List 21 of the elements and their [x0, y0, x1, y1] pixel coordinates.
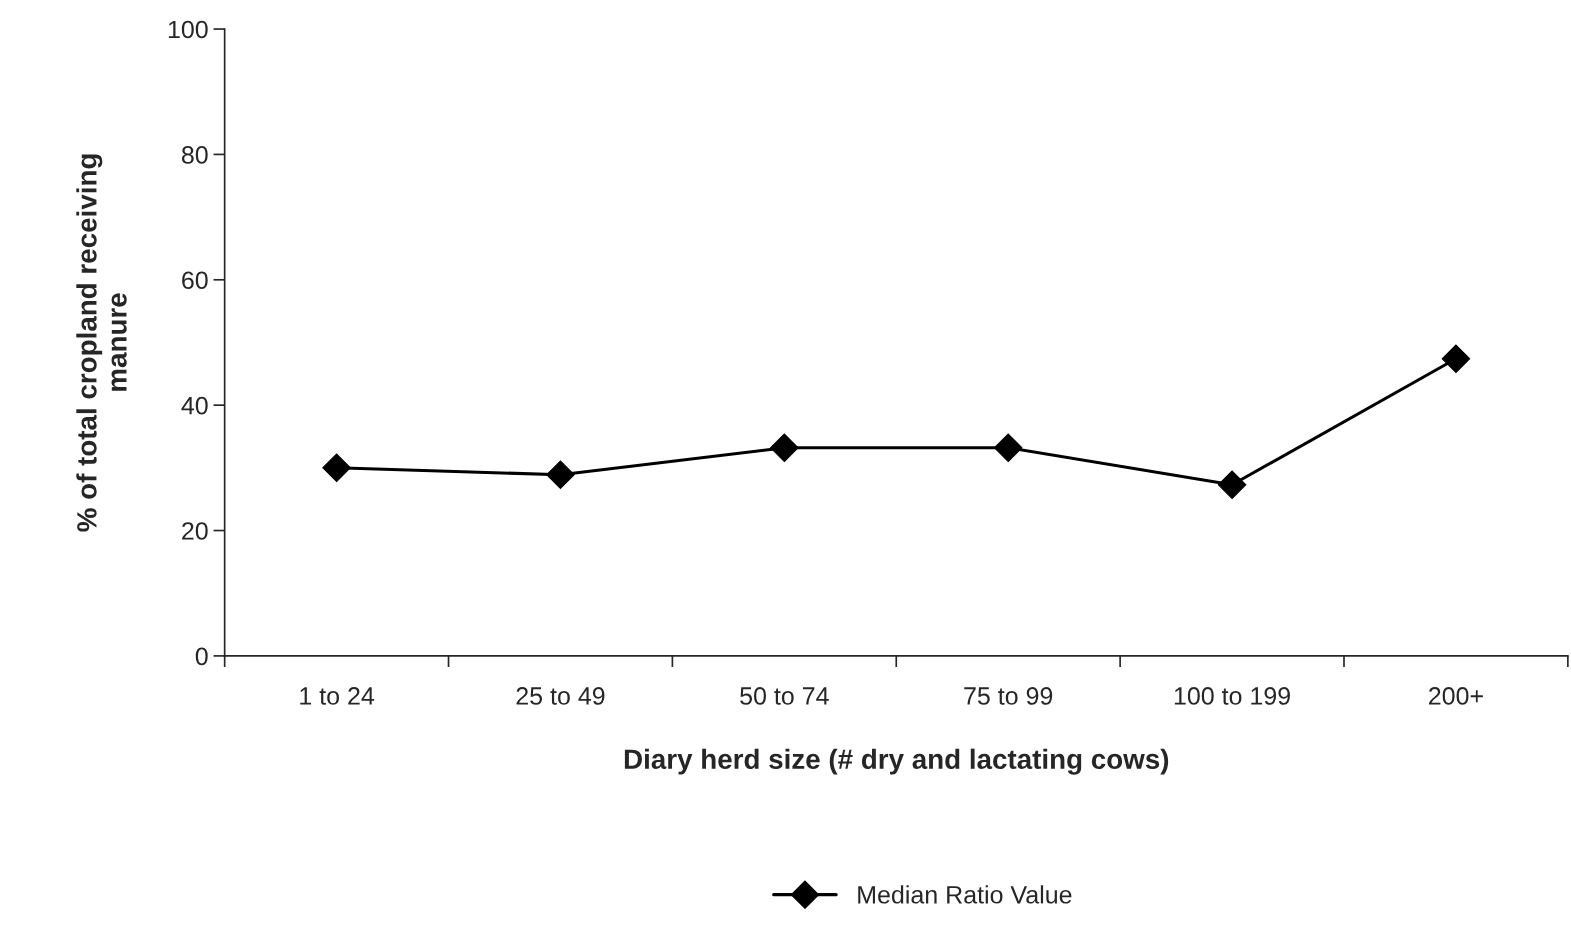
point: [993, 433, 1023, 463]
point: [546, 460, 575, 490]
y-axis-title: % of total cropland receiving manure: [76, 154, 127, 532]
y-tick-label: 40: [181, 396, 208, 415]
y-tick-label: 20: [182, 522, 208, 540]
x-axis-title: Diary herd size (# dry and lactating cows): [624, 748, 1169, 775]
x-tick-label: 100 to 199: [1174, 687, 1290, 705]
point: [1217, 470, 1247, 500]
y-tick-label: 0: [195, 647, 208, 666]
point: [322, 453, 351, 483]
y-tick-label: 60: [182, 271, 208, 290]
y-tick-label: 80: [181, 146, 208, 164]
x-tick-label: 50 to 74: [740, 687, 829, 705]
x-tick-label: 25 to 49: [516, 687, 605, 705]
x-tick-label: 1 to 24: [300, 687, 375, 705]
point: [770, 433, 799, 463]
y-tick-label: 100: [168, 20, 208, 39]
x-tick-label: 75 to 99: [964, 687, 1053, 705]
legend-label: Median Ratio Value: [858, 885, 1072, 904]
x-tick-label: 200+: [1429, 687, 1483, 705]
point: [1441, 344, 1471, 374]
